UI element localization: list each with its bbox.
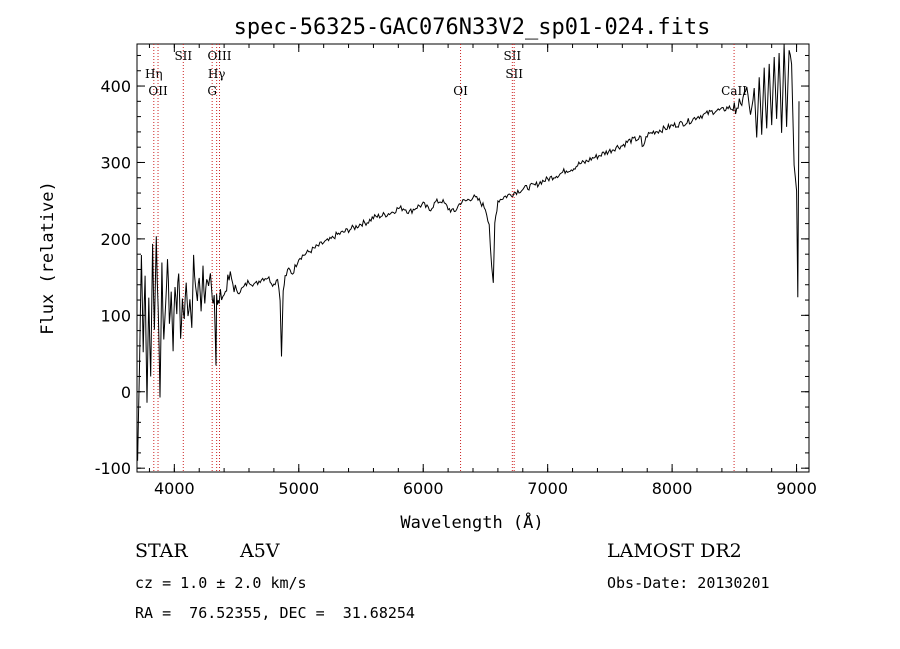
observation-date: Obs-Date: 20130201	[607, 574, 770, 592]
x-tick-label: 6000	[403, 479, 444, 498]
y-tick-label: 400	[100, 77, 131, 96]
line-marker-label: SII	[503, 49, 521, 63]
x-tick-label: 4000	[154, 479, 195, 498]
line-marker-label: SII	[174, 49, 192, 63]
object-subclass: A5V	[240, 540, 280, 562]
x-axis-label: Wavelength (Å)	[400, 511, 543, 533]
chart-title: spec-56325-GAC076N33V2_sp01-024.fits	[234, 15, 711, 40]
line-marker-label: Hη	[145, 67, 163, 81]
survey-name: LAMOST DR2	[607, 540, 742, 562]
line-marker-label: OIII	[207, 49, 231, 63]
object-class: STAR	[135, 540, 188, 562]
x-axis: 4000 5000 6000 7000 8000 9000	[148, 44, 817, 498]
spectrum-series	[137, 43, 800, 461]
y-axis: -100 0 100 200 300 400	[95, 54, 809, 478]
line-marker-label: OI	[453, 84, 468, 98]
line-markers: Hη OII SII G Hγ OIII OI SII SII CaII	[145, 44, 747, 472]
line-marker-label: Hγ	[208, 67, 226, 81]
line-marker-label: CaII	[721, 84, 747, 98]
line-marker-label: G	[207, 84, 217, 98]
x-tick-label: 7000	[527, 479, 568, 498]
x-tick-label: 9000	[776, 479, 817, 498]
x-tick-label: 5000	[278, 479, 319, 498]
line-marker-label: SII	[505, 67, 523, 81]
line-marker-label: OII	[148, 84, 168, 98]
redshift-velocity: cz = 1.0 ± 2.0 km/s	[135, 574, 307, 592]
spectrum-line	[137, 43, 800, 461]
plot-frame	[136, 43, 810, 473]
y-tick-label: 100	[100, 306, 131, 325]
y-axis-label: Flux (relative)	[38, 181, 58, 335]
x-tick-label: 8000	[652, 479, 693, 498]
y-tick-label: 300	[100, 153, 131, 172]
y-tick-label: -100	[95, 459, 131, 478]
coordinates: RA = 76.52355, DEC = 31.68254	[135, 604, 415, 622]
y-tick-label: 0	[121, 383, 131, 402]
y-tick-label: 200	[100, 230, 131, 249]
